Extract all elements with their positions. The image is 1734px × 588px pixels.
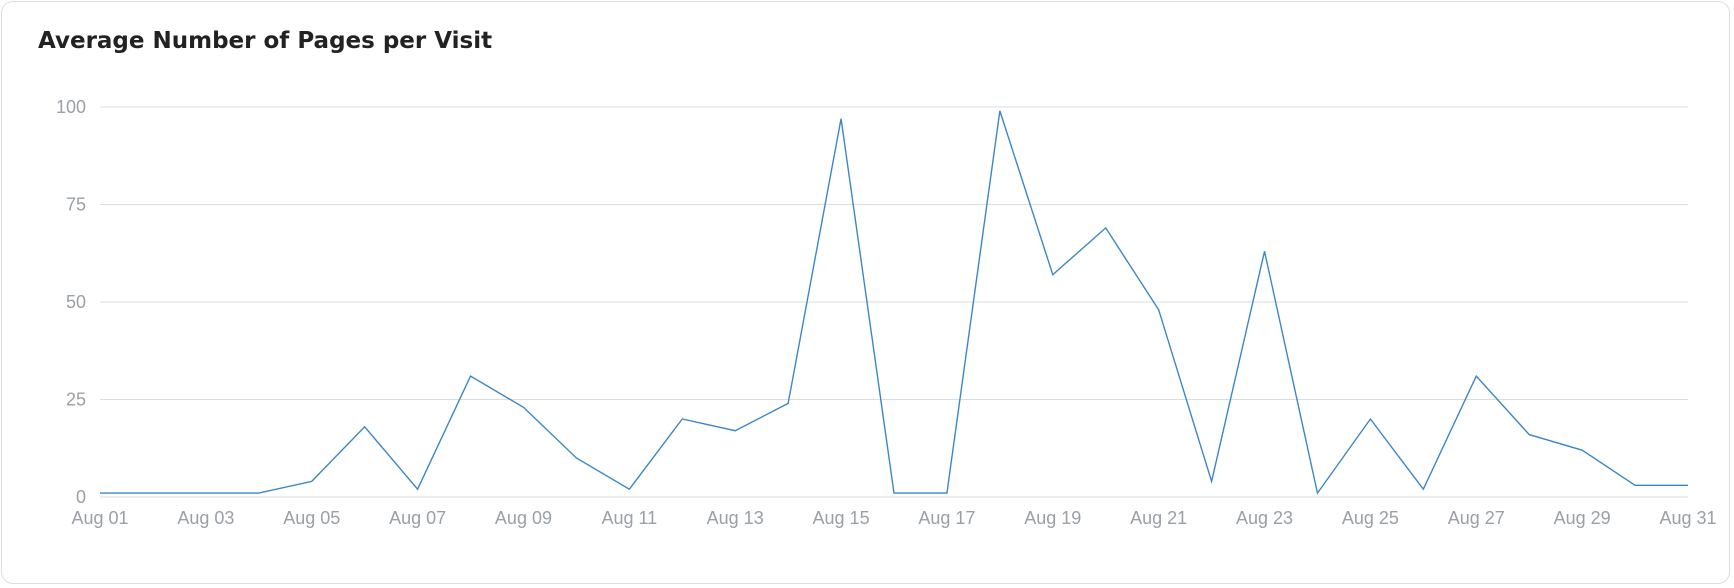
x-tick-label: Aug 07 — [389, 508, 446, 528]
series-group — [100, 110, 1688, 495]
x-axis-tick-labels: Aug 01 Aug 03 Aug 05 Aug 07 Aug 09 Aug 11 Aug … — [71, 508, 1716, 528]
x-tick-label: Aug 21 — [1130, 508, 1187, 528]
x-tick-label: Aug 27 — [1448, 508, 1505, 528]
x-tick-label: Aug 25 — [1342, 508, 1399, 528]
series-line-0 — [100, 110, 1688, 495]
x-tick-label: Aug 13 — [707, 508, 764, 528]
x-tick-label: Aug 29 — [1554, 508, 1611, 528]
x-tick-label: Aug 15 — [813, 508, 870, 528]
x-tick-label: Aug 09 — [495, 508, 552, 528]
x-tick-label: Aug 31 — [1659, 508, 1716, 528]
x-tick-label: Aug 17 — [918, 508, 975, 528]
y-axis-tick-labels: 0 25 50 75 100 — [56, 97, 86, 507]
y-tick-label: 100 — [56, 97, 86, 117]
y-tick-label: 75 — [66, 195, 86, 215]
grid-lines — [100, 106, 1688, 498]
y-tick-label: 50 — [66, 292, 86, 312]
x-tick-label: Aug 23 — [1236, 508, 1293, 528]
chart-title: Average Number of Pages per Visit — [38, 28, 493, 54]
x-tick-label: Aug 03 — [177, 508, 234, 528]
x-tick-label: Aug 05 — [283, 508, 340, 528]
x-tick-label: Aug 01 — [71, 508, 128, 528]
y-tick-label: 0 — [76, 487, 86, 507]
y-tick-label: 25 — [66, 390, 86, 410]
x-tick-label: Aug 11 — [601, 508, 657, 528]
x-tick-label: Aug 19 — [1024, 508, 1081, 528]
